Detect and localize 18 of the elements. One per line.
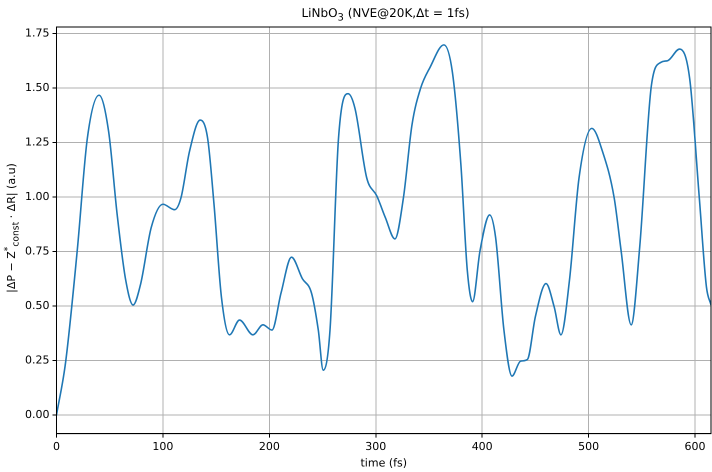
x-tick-label: 0	[52, 440, 60, 454]
x-axis-title: time (fs)	[360, 456, 408, 470]
y-tick-label: 1.75	[24, 26, 50, 40]
y-tick-label: 0.00	[24, 408, 50, 421]
y-tick-label: 0.50	[24, 298, 50, 312]
chart-title: LiNbO$_{3}$ (NVE@20K,Δt = 1fs)	[300, 6, 471, 24]
x-tick-label: 100	[152, 440, 174, 454]
x-tick-label: 500	[578, 440, 600, 454]
x-tick-label: 400	[472, 440, 493, 454]
x-tick-label: 300	[365, 440, 386, 454]
y-tick-label: 1.50	[24, 80, 50, 94]
line-series	[56, 44, 711, 416]
y-tick-label: 1.25	[24, 135, 50, 148]
x-tick-label: 600	[684, 440, 706, 454]
x-tick-label: 200	[258, 440, 280, 454]
y-tick-label: 0.75	[24, 244, 50, 258]
y-tick-label: 0.25	[24, 353, 50, 366]
y-tick-label: 1.00	[24, 190, 50, 203]
